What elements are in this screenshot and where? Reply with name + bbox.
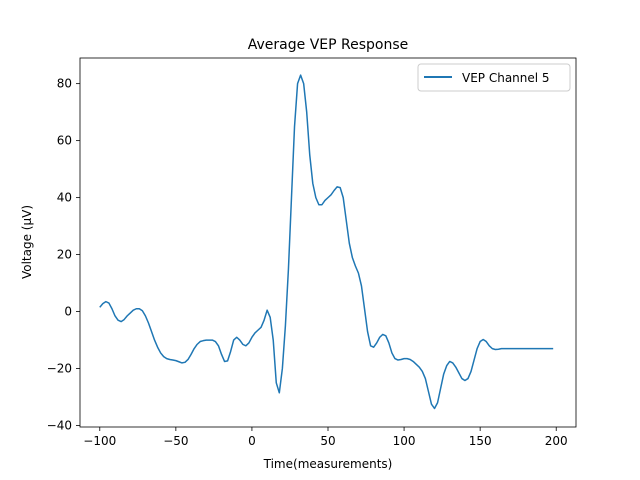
- x-axis-label: Time(measurements): [263, 457, 393, 471]
- x-tick-label: 100: [393, 434, 416, 448]
- y-tick-label: 0: [64, 305, 72, 319]
- x-tick-label: 200: [545, 434, 568, 448]
- axes-frame: [79, 57, 577, 428]
- chart-title: Average VEP Response: [248, 37, 409, 53]
- y-axis-label: Voltage (µV): [20, 205, 34, 279]
- legend-frame: [417, 63, 571, 92]
- y-tick-label: 20: [57, 248, 72, 262]
- x-tick-label: −50: [163, 434, 188, 448]
- y-axis-ticks: −40 −20 0 20 40 60 80: [47, 77, 80, 433]
- legend: VEP Channel 5: [417, 63, 571, 92]
- x-tick-label: 150: [469, 434, 492, 448]
- y-tick-label: 40: [57, 191, 72, 205]
- legend-entry-label: VEP Channel 5: [462, 71, 550, 85]
- x-tick-label: 50: [320, 434, 335, 448]
- series-line-0: [99, 74, 554, 410]
- plot-area: [79, 57, 577, 428]
- y-tick-label: 80: [57, 77, 72, 91]
- y-tick-label: −20: [47, 362, 72, 376]
- x-tick-label: −100: [83, 434, 116, 448]
- y-tick-label: −40: [47, 419, 72, 433]
- x-axis-ticks: −100 −50 0 50 100 150 200: [83, 427, 568, 448]
- y-tick-label: 60: [57, 134, 72, 148]
- x-tick-label: 0: [248, 434, 256, 448]
